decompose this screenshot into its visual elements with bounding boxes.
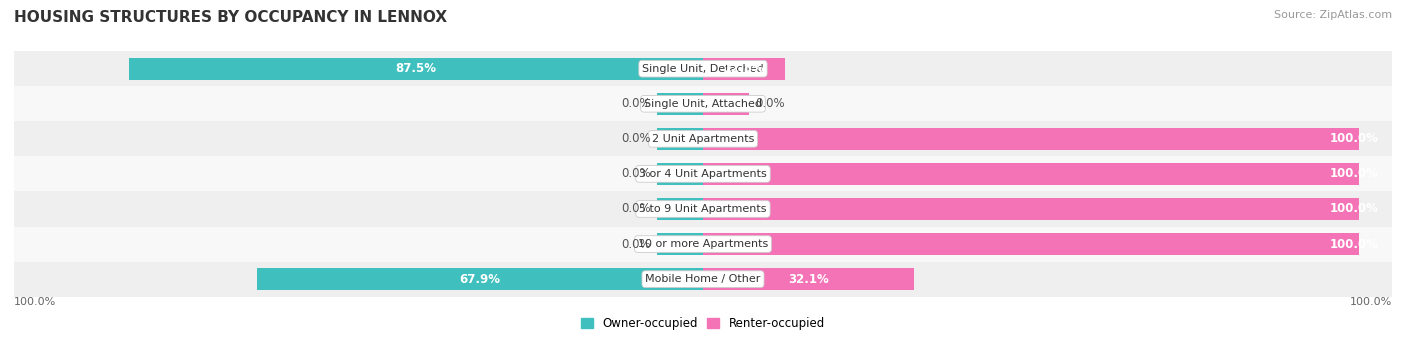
Bar [703,128,1360,150]
Text: 3 or 4 Unit Apartments: 3 or 4 Unit Apartments [640,169,766,179]
Text: 10 or more Apartments: 10 or more Apartments [638,239,768,249]
Text: 0.0%: 0.0% [755,97,785,110]
Bar [657,233,703,255]
Bar [703,198,1360,220]
Text: 100.0%: 100.0% [1330,132,1379,145]
Text: 2 Unit Apartments: 2 Unit Apartments [652,134,754,144]
Text: HOUSING STRUCTURES BY OCCUPANCY IN LENNOX: HOUSING STRUCTURES BY OCCUPANCY IN LENNO… [14,10,447,25]
Text: 0.0%: 0.0% [621,238,651,251]
Legend: Owner-occupied, Renter-occupied: Owner-occupied, Renter-occupied [576,313,830,335]
Bar [703,58,785,79]
Text: 0.0%: 0.0% [621,97,651,110]
Text: 100.0%: 100.0% [14,297,56,307]
Bar [14,121,1392,157]
Bar [129,58,703,79]
Text: 12.5%: 12.5% [724,62,765,75]
Text: 67.9%: 67.9% [460,273,501,286]
Bar [14,157,1392,191]
Text: 87.5%: 87.5% [395,62,436,75]
Bar [703,163,1360,185]
Text: 0.0%: 0.0% [621,132,651,145]
Text: 100.0%: 100.0% [1350,297,1392,307]
Text: Single Unit, Attached: Single Unit, Attached [644,99,762,109]
Text: 100.0%: 100.0% [1330,238,1379,251]
Text: 0.0%: 0.0% [621,167,651,180]
Bar [657,163,703,185]
Bar [657,93,703,115]
Bar [14,86,1392,121]
Bar [14,226,1392,262]
Text: 32.1%: 32.1% [787,273,828,286]
Text: 5 to 9 Unit Apartments: 5 to 9 Unit Apartments [640,204,766,214]
Text: Mobile Home / Other: Mobile Home / Other [645,274,761,284]
Bar [657,198,703,220]
Bar [657,128,703,150]
Bar [14,262,1392,297]
Text: 100.0%: 100.0% [1330,203,1379,216]
Text: 100.0%: 100.0% [1330,167,1379,180]
Bar [703,93,749,115]
Bar [14,51,1392,86]
Bar [703,268,914,290]
Bar [703,233,1360,255]
Text: 0.0%: 0.0% [621,203,651,216]
Text: Single Unit, Detached: Single Unit, Detached [643,64,763,74]
Bar [257,268,703,290]
Bar [14,191,1392,226]
Text: Source: ZipAtlas.com: Source: ZipAtlas.com [1274,10,1392,20]
